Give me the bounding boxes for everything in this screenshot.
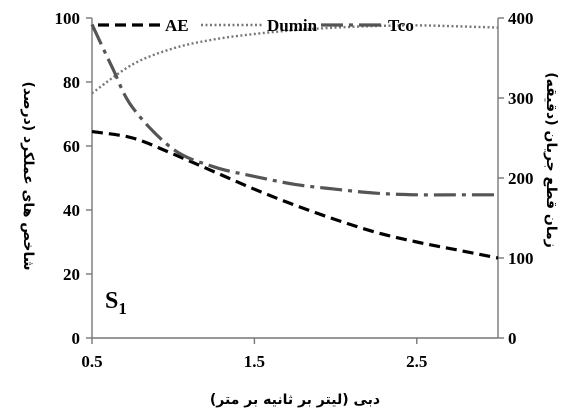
legend-label-tco: Tco	[388, 16, 414, 35]
y-left-tick-label: 80	[63, 73, 80, 92]
series-line-dumin	[91, 24, 499, 95]
legend-label-ae: AE	[165, 16, 189, 35]
y-left-tick-label: 20	[63, 265, 80, 284]
panel-label-base: S	[105, 288, 118, 314]
axes: 0.5 1.5 2.5 0 20 40 60 80 100 0 100 200 300 400	[55, 9, 534, 371]
y-right-tick-label: 100	[508, 249, 534, 268]
y-right-tick-label: 0	[508, 329, 517, 348]
panel-label: S1	[105, 288, 127, 318]
y-right-axis-title: زمان قطع جریان (دقیقه)	[543, 72, 559, 248]
panel-label-subscript: 1	[118, 299, 127, 318]
y-left-tick-label: 40	[63, 201, 80, 220]
legend: AE Dumin Tco	[98, 16, 414, 35]
x-tick-label: 2.5	[406, 352, 427, 371]
x-tick-label: 0.5	[81, 352, 102, 371]
series-layer	[90, 23, 499, 260]
y-left-tick-label: 100	[55, 9, 81, 28]
x-axis-title: دبی (لیتر بر ثانیه بر متر)	[210, 392, 380, 408]
series-line-ae	[91, 130, 499, 260]
y-left-axis-title: شاخص های عملکرد (درصد)	[20, 82, 36, 271]
y-right-tick-label: 200	[508, 169, 534, 188]
y-right-tick-label: 300	[508, 89, 534, 108]
y-right-tick-label: 400	[508, 9, 534, 28]
y-left-tick-label: 60	[63, 137, 80, 156]
x-tick-label: 1.5	[244, 352, 265, 371]
series-line-tco	[90, 23, 498, 197]
legend-label-dumin: Dumin	[267, 16, 318, 35]
y-left-tick-label: 0	[72, 329, 81, 348]
